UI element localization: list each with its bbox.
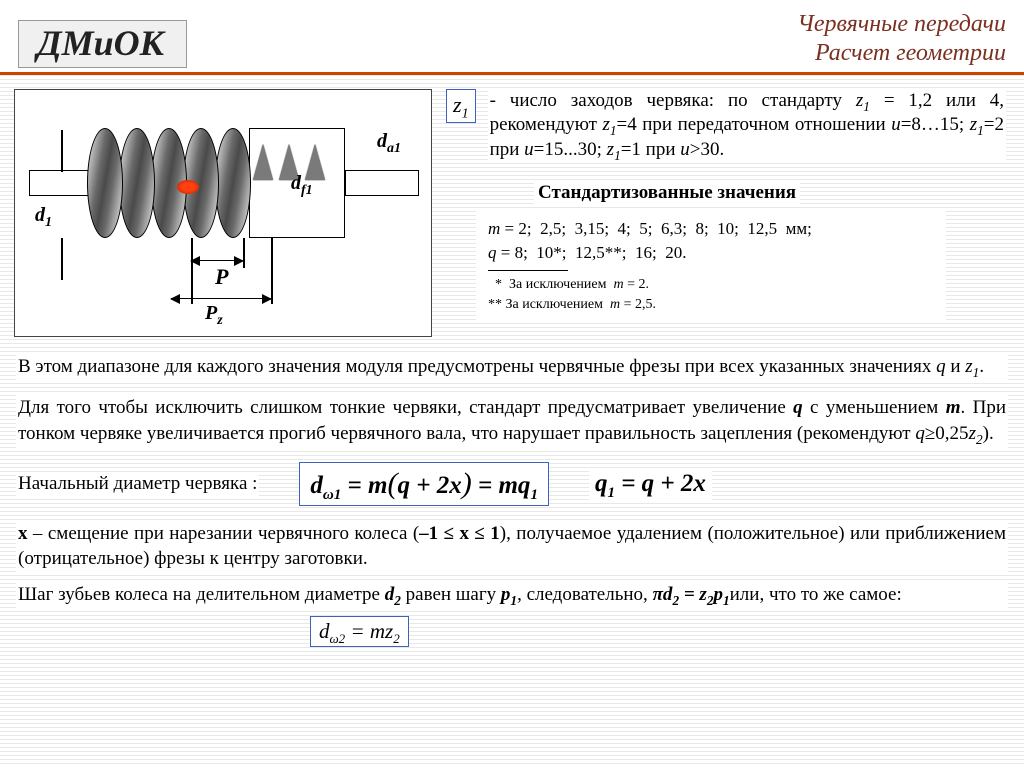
shaft-left bbox=[29, 170, 93, 196]
z1-definition-row: z1 - число заходов червяка: по стандарту… bbox=[446, 89, 1006, 163]
std-note-1: * За исключением m = 2. bbox=[488, 275, 934, 295]
paragraph-2: Для того чтобы исключить слишком тонкие … bbox=[16, 394, 1008, 447]
dim-arrow-p bbox=[191, 260, 243, 262]
std-values-box: m = 2; 2,5; 3,15; 4; 5; 6,3; 8; 10; 12,5… bbox=[476, 211, 946, 322]
paragraph-1: В этом диапазоне для каждого значения мо… bbox=[16, 353, 1008, 381]
formula-row-diameter: Начальный диаметр червяка : dω1 = m(q + … bbox=[16, 462, 1008, 506]
shaft-right bbox=[345, 170, 419, 196]
tooth-profile bbox=[253, 144, 273, 180]
worm-thread bbox=[215, 128, 251, 238]
title-block: Червячные передачи Расчет геометрии bbox=[797, 10, 1006, 68]
dim-extension bbox=[191, 238, 193, 304]
page-content: ДМиОК Червячные передачи Расчет геометри… bbox=[0, 0, 1024, 647]
paragraph-3: x – смещение при нарезании червячного ко… bbox=[16, 520, 1008, 573]
dim-extension bbox=[61, 130, 63, 172]
worm-thread bbox=[87, 128, 123, 238]
formula-aux: q1 = q + 2x bbox=[589, 468, 712, 500]
std-title: Стандартизованные значения bbox=[534, 181, 800, 205]
divider bbox=[488, 270, 568, 271]
dim-label-da1: da1 bbox=[377, 130, 401, 153]
formula-small-row: dω2 = mz2 bbox=[0, 616, 1024, 647]
formula-small-box: dω2 = mz2 bbox=[310, 616, 409, 647]
worm-diagram: d1 df1 da1 P Pz bbox=[14, 89, 432, 337]
title-line-2: Расчет геометрии bbox=[797, 39, 1006, 68]
dim-label-df1: df1 bbox=[291, 172, 313, 195]
upper-section: d1 df1 da1 P Pz z1 - число заходов червя… bbox=[0, 75, 1024, 345]
std-values-block: Стандартизованные значения m = 2; 2,5; 3… bbox=[446, 181, 1006, 322]
z1-description: - число заходов червяка: по стандарту z1… bbox=[488, 89, 1006, 163]
worm-thread bbox=[119, 128, 155, 238]
formula-label: Начальный диаметр червяка : bbox=[16, 472, 259, 496]
logo-box: ДМиОК bbox=[18, 20, 187, 68]
dim-extension bbox=[61, 238, 63, 280]
right-column: z1 - число заходов червяка: по стандарту… bbox=[446, 89, 1006, 337]
formula-main-box: dω1 = m(q + 2x) = mq1 bbox=[299, 462, 549, 506]
dim-label-d1: d1 bbox=[35, 204, 52, 227]
paragraph-4: Шаг зубьев колеса на делительном диаметр… bbox=[16, 581, 1008, 609]
red-marker bbox=[177, 180, 199, 194]
z1-symbol-box: z1 bbox=[446, 89, 476, 123]
std-note-2: ** За исключением m = 2,5. bbox=[488, 295, 934, 315]
std-q-line: q = 8; 10*; 12,5**; 16; 20. bbox=[488, 241, 934, 266]
title-line-1: Червячные передачи bbox=[797, 10, 1006, 39]
std-m-line: m = 2; 2,5; 3,15; 4; 5; 6,3; 8; 10; 12,5… bbox=[488, 217, 934, 242]
dim-label-p: P bbox=[215, 264, 228, 290]
header: ДМиОК Червячные передачи Расчет геометри… bbox=[0, 0, 1024, 72]
worm-body bbox=[93, 128, 353, 238]
dim-label-pz: Pz bbox=[205, 302, 223, 325]
dim-arrow-pz bbox=[171, 298, 271, 300]
